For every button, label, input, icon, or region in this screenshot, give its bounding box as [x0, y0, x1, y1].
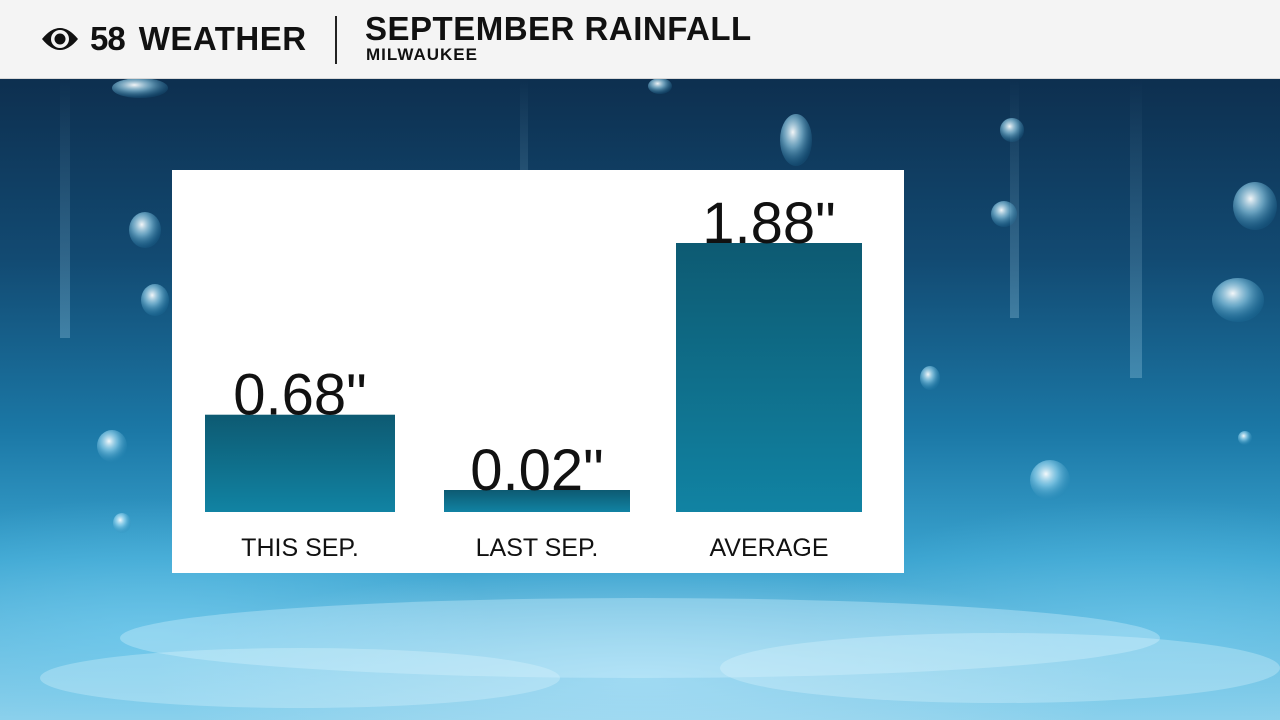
- bar-1: [444, 490, 630, 512]
- rainfall-bar-chart: 0.68" THIS SEP. 0.02" LAST SEP. 1.88" AVERAGE: [205, 191, 862, 562]
- raindrops-decoration: [40, 78, 1280, 708]
- bar-2: [676, 243, 862, 512]
- category-label-0: THIS SEP.: [241, 534, 359, 562]
- header-bar: 58 WEATHER SEPTEMBER RAINFALL MILWAUKEE: [0, 0, 1280, 79]
- bar-0: [205, 414, 395, 512]
- bar-value-label-2: 1.88": [702, 191, 835, 256]
- logo-channel-number: 58: [90, 20, 126, 57]
- header-divider: [335, 16, 337, 64]
- page-subtitle: MILWAUKEE: [366, 45, 478, 64]
- chart-panel: 0.68" THIS SEP. 0.02" LAST SEP. 1.88" AVERAGE: [172, 170, 904, 573]
- logo-word: WEATHER: [138, 20, 307, 57]
- category-label-2: AVERAGE: [709, 534, 828, 562]
- bar-value-label-0: 0.68": [233, 363, 366, 428]
- bar-value-label-1: 0.02": [470, 438, 603, 503]
- page-title: SEPTEMBER RAINFALL: [365, 10, 752, 47]
- category-label-1: LAST SEP.: [476, 534, 599, 562]
- station-logo: 58 WEATHER: [40, 18, 307, 60]
- cbs-eye-icon: [42, 28, 78, 50]
